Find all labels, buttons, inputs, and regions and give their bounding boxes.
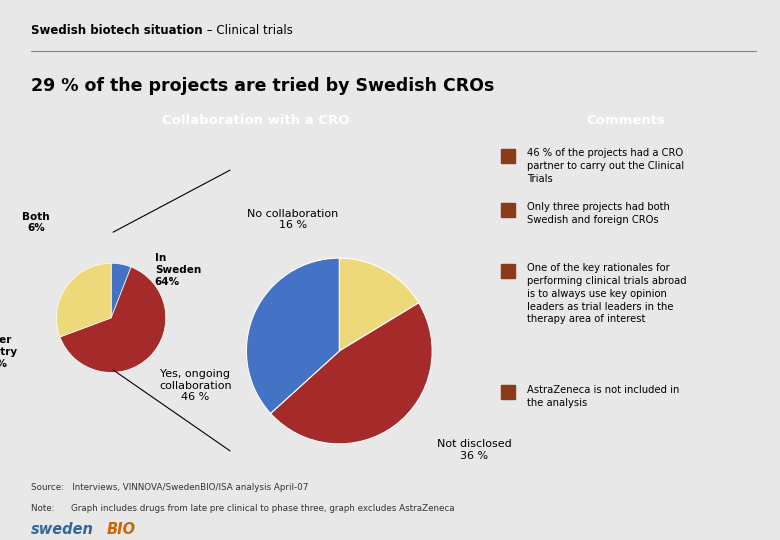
Wedge shape [111,263,131,318]
Text: Not disclosed
36 %: Not disclosed 36 % [437,439,512,461]
Text: Swedish biotech situation: Swedish biotech situation [31,24,203,37]
Wedge shape [339,258,419,351]
Text: One of the key rationales for
performing clinical trials abroad
is to always use: One of the key rationales for performing… [526,263,686,325]
Text: Note:      Graph includes drugs from late pre clinical to phase three, graph exc: Note: Graph includes drugs from late pre… [31,503,455,512]
Text: 29 % of the projects are tried by Swedish CROs: 29 % of the projects are tried by Swedis… [31,77,495,94]
Bar [501,149,515,163]
Text: Only three projects had both
Swedish and foreign CROs: Only three projects had both Swedish and… [526,202,669,225]
Wedge shape [271,303,432,444]
Text: Collaboration with a CRO: Collaboration with a CRO [161,114,349,127]
Wedge shape [57,263,112,337]
Text: Yes, ongoing
collaboration
46 %: Yes, ongoing collaboration 46 % [159,369,232,402]
Text: Comments: Comments [587,114,665,127]
Text: 46 % of the projects had a CRO
partner to carry out the Clinical
Trials: 46 % of the projects had a CRO partner t… [526,148,684,184]
Text: – Clinical trials: – Clinical trials [203,24,293,37]
Wedge shape [60,267,165,373]
Bar [501,385,515,399]
Text: BIO: BIO [107,522,136,537]
Text: Source:   Interviews, VINNOVA/SwedenBIO/ISA analysis April-07: Source: Interviews, VINNOVA/SwedenBIO/IS… [31,483,309,492]
Text: sweden: sweden [31,522,94,537]
Text: No collaboration
16 %: No collaboration 16 % [247,208,339,230]
Text: AstraZeneca is not included in
the analysis: AstraZeneca is not included in the analy… [526,384,679,408]
Wedge shape [246,258,339,414]
Text: Other
country
31%: Other country 31% [0,335,18,369]
Bar [501,203,515,217]
Text: Both
6%: Both 6% [23,212,50,233]
Text: In
Sweden
64%: In Sweden 64% [154,253,201,287]
Bar [501,264,515,278]
